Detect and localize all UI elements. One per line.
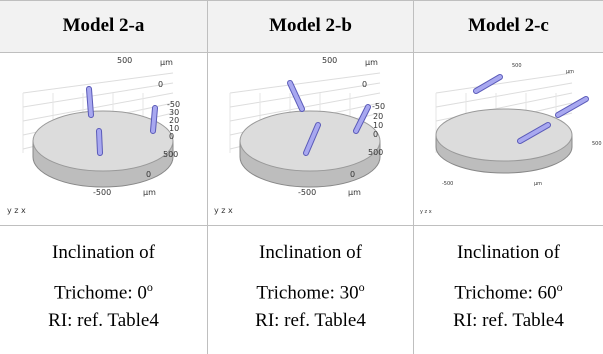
axis-label: -500 <box>93 188 111 197</box>
axis-label: 10 <box>373 121 383 130</box>
model-image: 500 µm 500 -500 µm y z x <box>416 53 603 224</box>
trichome <box>558 99 586 115</box>
cell-line: RI: ref. Table4 <box>0 304 207 338</box>
axis-label: 0 <box>146 170 151 179</box>
header-cell: Model 2-b <box>208 0 413 52</box>
axis-label: -500 <box>442 181 453 187</box>
axis-label: µm <box>348 188 361 197</box>
trichome <box>99 131 100 153</box>
cell-line: Inclination of <box>414 236 603 270</box>
header-cell: Model 2-a <box>0 0 207 52</box>
axis-label: 0 <box>350 170 355 179</box>
cell-line: RI: ref. Table4 <box>208 304 413 338</box>
cell-line: Trichome: 0o <box>0 270 207 304</box>
grid-line <box>230 83 380 107</box>
grid-line <box>436 73 572 93</box>
header-cell: Model 2-c <box>414 0 603 52</box>
axis-label: µm <box>365 58 378 67</box>
axis-label: 0 <box>373 130 378 139</box>
axis-label: 500 <box>512 63 522 69</box>
axis-label: µm <box>534 181 542 187</box>
superscript: o <box>147 280 153 294</box>
axis-label: y z x <box>214 206 233 215</box>
table-page: Model 2-a Model 2-b Model 2-c 500µm0-503… <box>0 0 603 354</box>
trichome <box>89 89 91 115</box>
axis-label: 0 <box>362 80 367 89</box>
cell-line: Inclination of <box>0 236 207 270</box>
axis-label: 20 <box>373 112 383 121</box>
axis-label: µm <box>160 58 173 67</box>
axis-label: y z x <box>420 209 432 215</box>
axis-label: 500 <box>163 150 178 159</box>
cell-text: Trichome: 60 <box>454 282 556 303</box>
cell-text: Trichome: 30 <box>256 282 358 303</box>
axis-label: 500 <box>322 56 337 65</box>
grid-line <box>230 73 380 93</box>
axis-label: -50 <box>372 102 385 111</box>
grid-line <box>436 83 572 107</box>
cell-line: Inclination of <box>208 236 413 270</box>
grid-line <box>23 83 173 107</box>
axis-label: µm <box>143 188 156 197</box>
superscript: o <box>359 280 365 294</box>
axis-label: 500 <box>592 141 602 147</box>
superscript: o <box>557 280 563 294</box>
axis-label: y z x <box>7 206 26 215</box>
axis-label: 500 <box>368 148 383 157</box>
border <box>0 0 603 1</box>
axis-label: 500 <box>117 56 132 65</box>
cell-line: RI: ref. Table4 <box>414 304 603 338</box>
axis-label: 0 <box>158 80 163 89</box>
axis-label: µm <box>566 69 574 75</box>
cell-line: Trichome: 60o <box>414 270 603 304</box>
disk-top <box>436 109 572 161</box>
axis-label: -500 <box>298 188 316 197</box>
grid-line <box>23 73 173 93</box>
cell-text: Trichome: 0 <box>54 282 147 303</box>
axis-label: 0 <box>169 132 174 141</box>
cell-line: Trichome: 30o <box>208 270 413 304</box>
trichome <box>153 108 155 131</box>
